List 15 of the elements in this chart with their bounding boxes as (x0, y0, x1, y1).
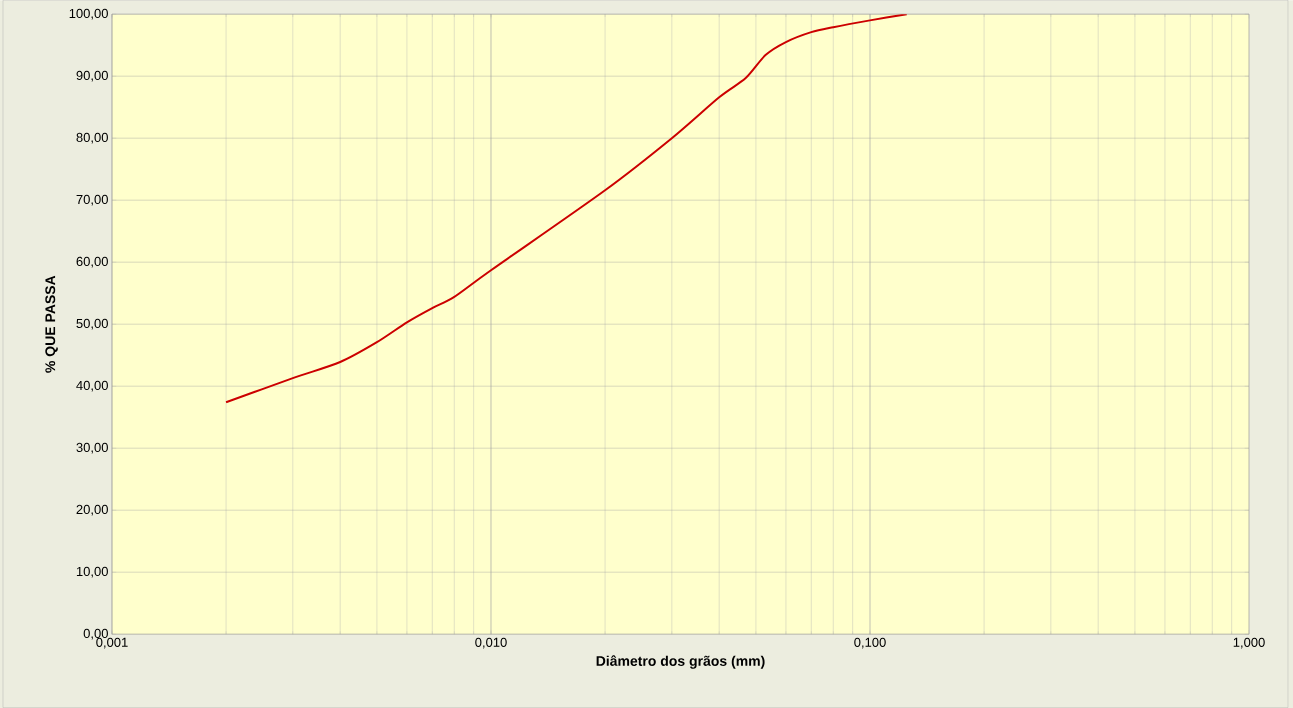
y-tick-label: 30,00 (76, 442, 108, 454)
y-tick-label: 100,00 (69, 8, 108, 20)
x-tick-label: 0,010 (475, 637, 507, 649)
y-tick-label: 70,00 (76, 194, 108, 206)
y-tick-label: 20,00 (76, 504, 108, 516)
x-axis-title: Diâmetro dos grãos (mm) (596, 655, 765, 669)
y-tick-label: 50,00 (76, 318, 108, 330)
x-tick-label: 0,100 (854, 637, 886, 649)
y-tick-label: 60,00 (76, 256, 108, 268)
x-tick-label: 1,000 (1233, 637, 1265, 649)
y-axis-title: % QUE PASSA (45, 275, 58, 373)
y-tick-label: 80,00 (76, 132, 108, 144)
y-tick-label: 10,00 (76, 566, 108, 578)
y-tick-label: 90,00 (76, 70, 108, 82)
y-tick-label: 40,00 (76, 380, 108, 392)
